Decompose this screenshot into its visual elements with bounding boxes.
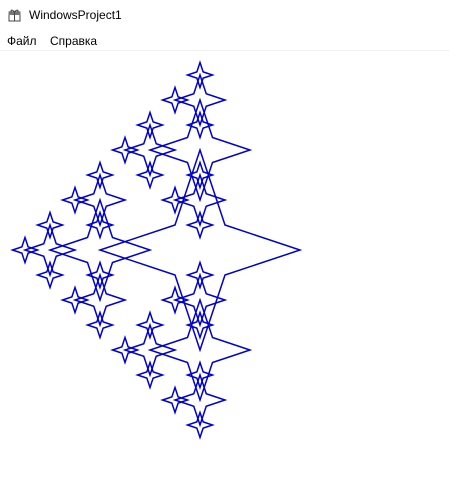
star-shape [185,360,215,390]
star-shape [185,310,215,340]
star-shape [35,260,65,290]
star-shape [60,285,90,315]
star-shape [85,160,115,190]
star-shape [35,210,65,240]
star-shape [172,372,228,428]
star-shape [135,110,165,140]
star-shape [172,72,228,128]
star-shape [147,297,253,403]
star-shape [72,172,128,228]
title-bar[interactable]: WindowsProject1 [0,0,449,31]
star-shape [47,197,153,303]
star-shape [135,160,165,190]
star-shape [85,260,115,290]
star-shape [185,410,215,440]
star-shape [185,160,215,190]
star-shape [60,185,90,215]
star-shape [185,210,215,240]
star-shape [172,172,228,228]
star-shape [185,110,215,140]
star-shape [147,97,253,203]
app-icon [8,9,21,22]
window-title: WindowsProject1 [29,8,122,22]
star-shape [72,272,128,328]
star-shape [110,335,140,365]
star-shape [160,185,190,215]
star-shape [122,322,178,378]
star-shape [85,310,115,340]
star-shape [160,285,190,315]
star-shape [135,310,165,340]
star-shape [172,272,228,328]
star-shape [135,360,165,390]
menu-file[interactable]: Файл [7,34,37,48]
star-shape [122,122,178,178]
menu-bar: Файл Справка [0,31,449,51]
star-shape [160,85,190,115]
star-shape [10,235,40,265]
star-shape [185,260,215,290]
star-shape [97,147,303,353]
menu-help[interactable]: Справка [50,34,98,48]
star-shape [160,385,190,415]
star-shape [22,222,78,278]
client-area [0,51,449,496]
star-shape [110,135,140,165]
star-shape [185,60,215,90]
fractal-canvas [10,60,303,440]
star-shape [85,210,115,240]
